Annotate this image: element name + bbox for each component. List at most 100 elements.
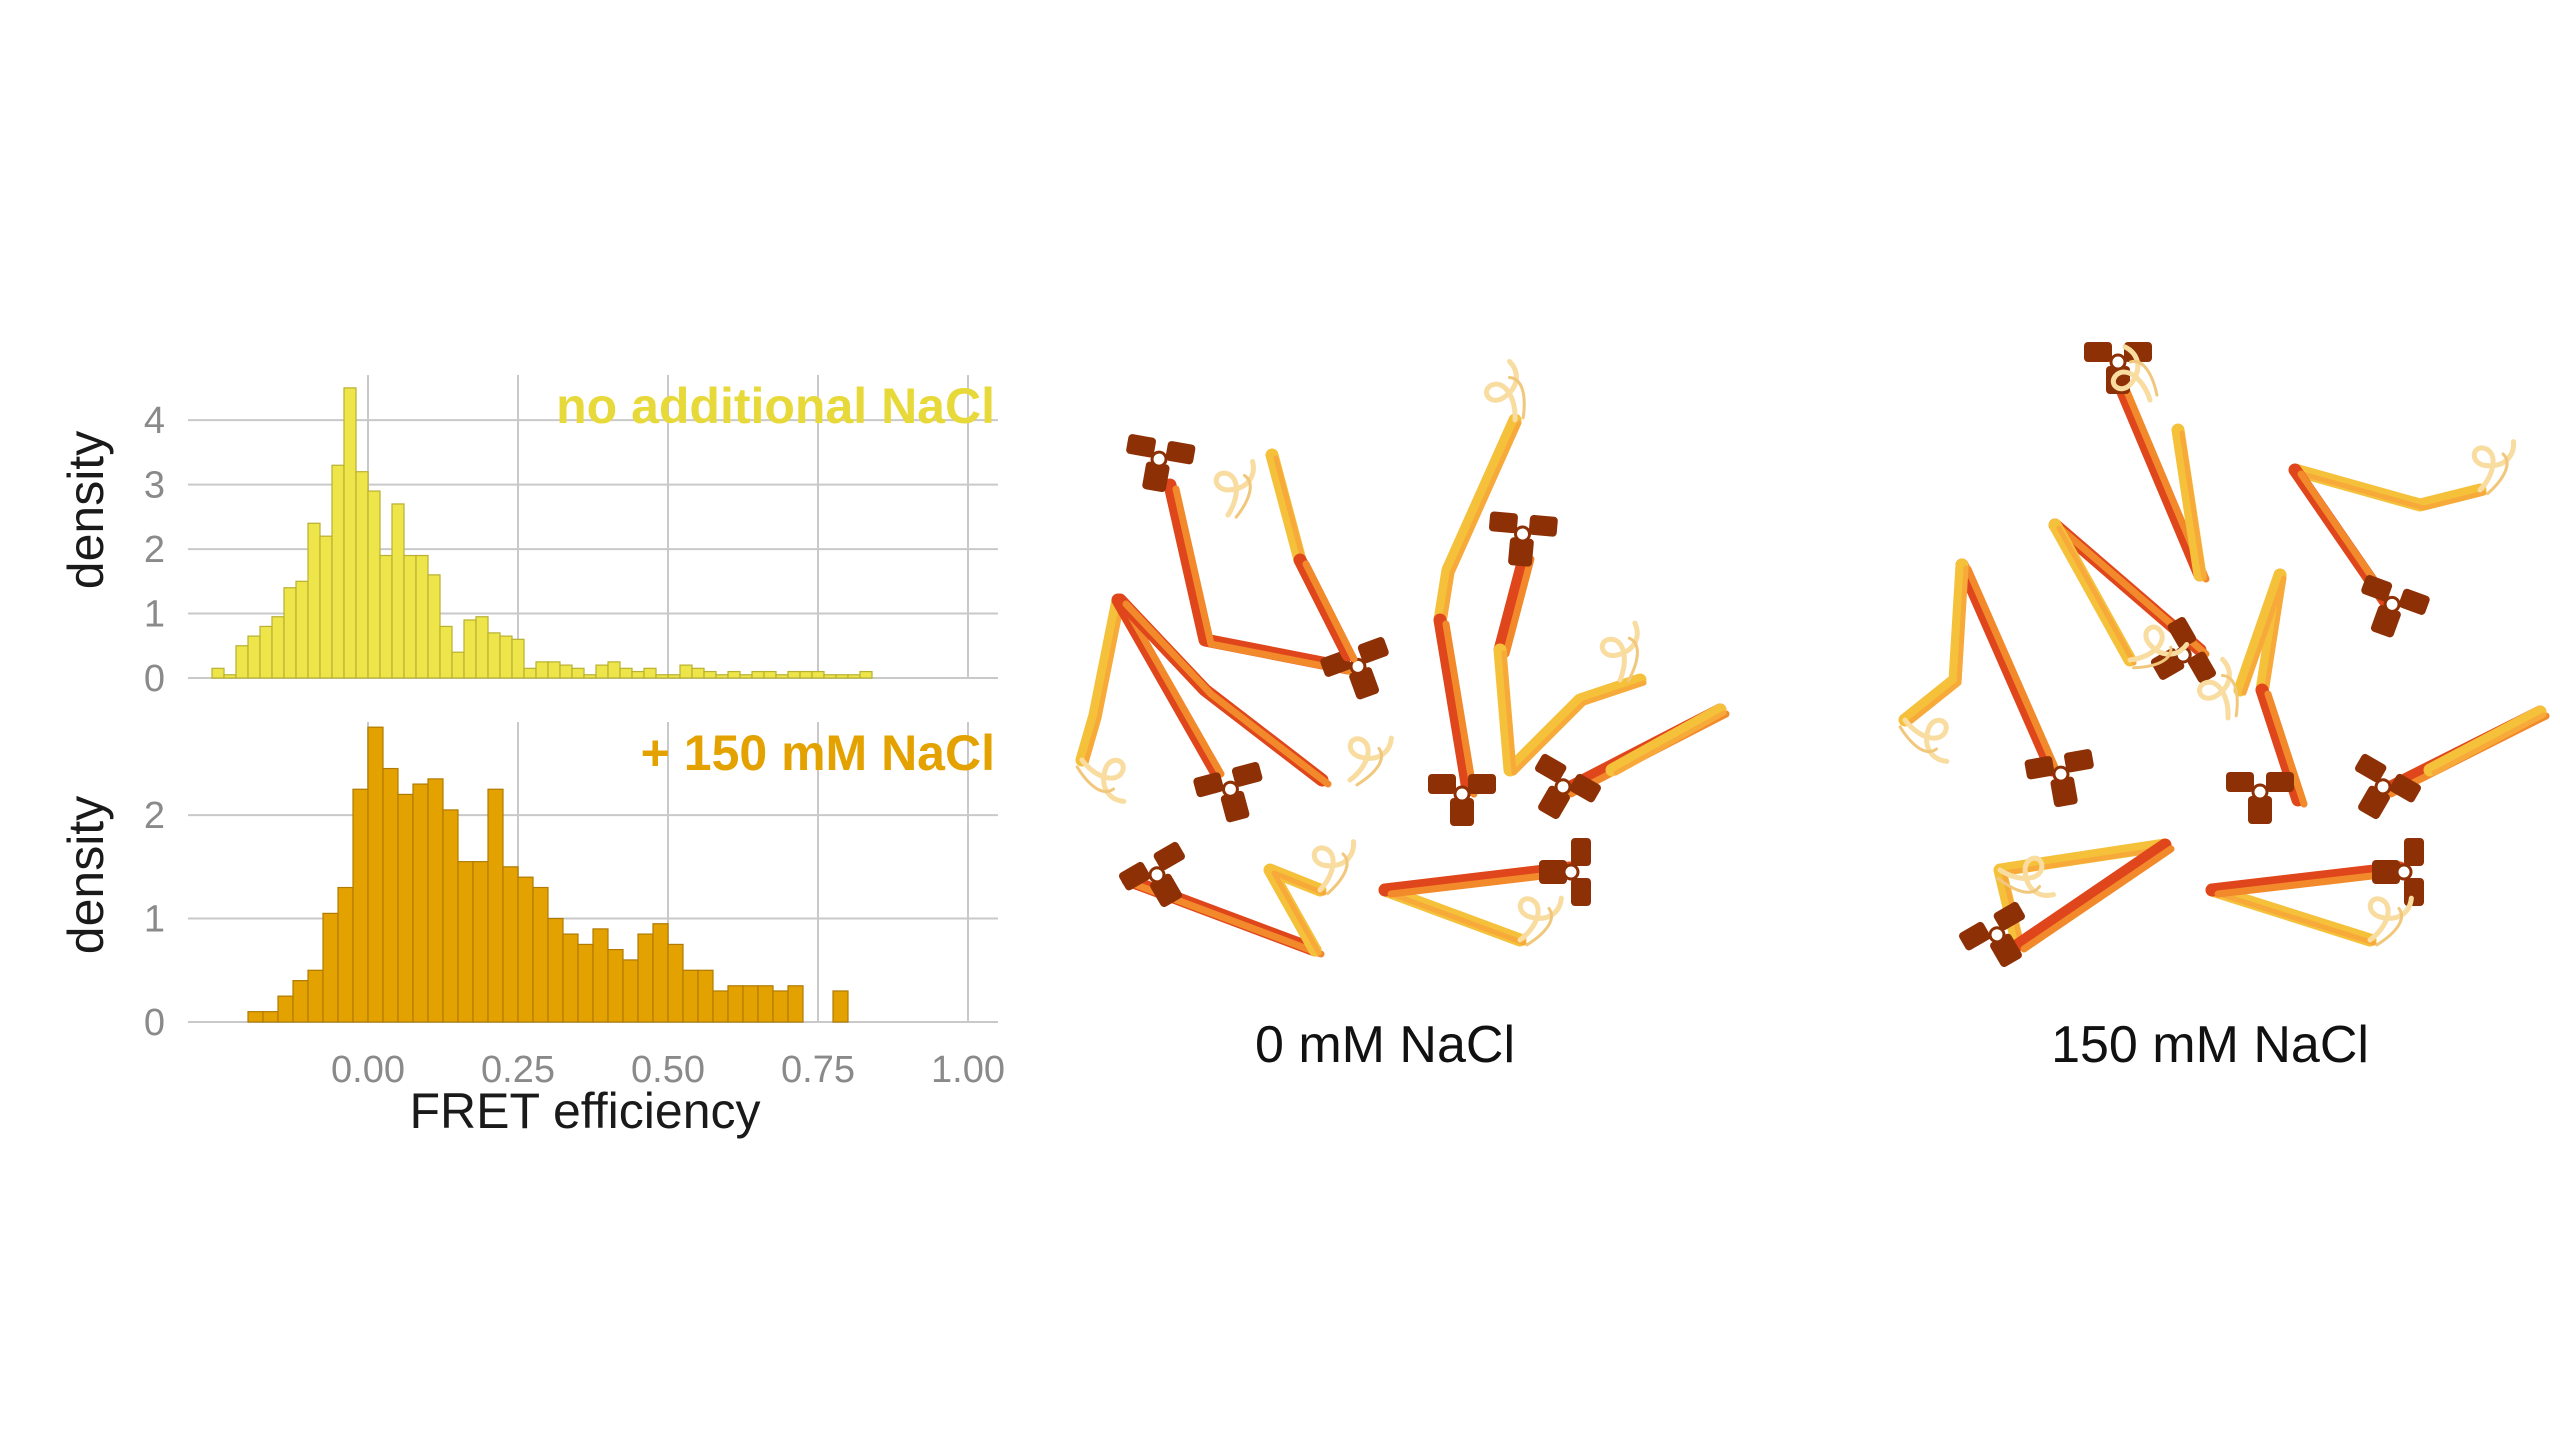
folded-domain-icon <box>2355 753 2421 820</box>
protein-chain <box>1172 485 1358 676</box>
disordered-tail-icon <box>1898 717 1950 764</box>
histogram-bar <box>727 670 741 679</box>
y-tick-label-4: 4 <box>144 400 165 442</box>
protein-chain <box>2431 712 2547 776</box>
histogram-bar <box>283 587 297 679</box>
y-axis-label-top: density <box>58 431 114 589</box>
histogram-bar <box>571 667 585 679</box>
protein-chain <box>1083 600 1125 766</box>
histogram-bar <box>331 464 345 679</box>
protein-chain <box>2011 838 2172 952</box>
protein-chain <box>1955 558 2059 777</box>
histogram-bar <box>667 674 681 679</box>
histogram-bar <box>547 917 564 1023</box>
histogram-bar <box>691 667 705 679</box>
histogram-bar <box>475 616 489 679</box>
folded-domain-icon <box>2150 617 2217 683</box>
folded-domain-icon <box>1320 637 1389 700</box>
x-tick-label-2: 0.50 <box>631 1049 705 1091</box>
disordered-tail-icon <box>1347 735 1394 787</box>
histogram-bar <box>679 664 693 679</box>
protein-chain <box>1898 558 1969 727</box>
protein-chain <box>2263 575 2287 696</box>
histogram-bar <box>622 959 639 1023</box>
histogram-150mm-nacl: 0 1 2 0.00 0.25 0.50 0.75 1.00 + 150 mM NaCl d… <box>58 722 1005 1139</box>
histogram-bars <box>211 387 873 679</box>
protein-chain <box>1273 455 1307 566</box>
disordered-tail-icon <box>1484 358 1526 423</box>
histogram-bar <box>637 933 654 1023</box>
y-tick-label-1: 1 <box>144 899 165 941</box>
protein-chain <box>2233 568 2287 697</box>
histogram-bar <box>391 503 405 679</box>
folded-domain-icon <box>1959 901 2025 968</box>
protein-chain <box>1302 560 1358 663</box>
protein-chain <box>1433 613 1475 797</box>
folded-domain-icon <box>2024 749 2094 808</box>
y-tick-label-0: 0 <box>144 1002 165 1044</box>
x-tick-label-0: 0.00 <box>331 1049 405 1091</box>
histogram-bar <box>457 861 474 1023</box>
histogram-bar <box>859 670 873 679</box>
histogram-bar <box>412 783 429 1023</box>
histogram-bar <box>751 670 765 679</box>
histogram-bar <box>487 632 501 679</box>
protein-chain <box>1386 890 1527 946</box>
folded-domain-icon <box>1428 774 1496 826</box>
histogram-bar <box>427 778 444 1023</box>
y-tick-label-0: 0 <box>144 658 165 700</box>
protein-chain <box>2423 705 2547 777</box>
histogram-bar <box>655 674 669 679</box>
disordered-tail-icon <box>1075 757 1127 804</box>
histogram-bar <box>271 616 285 679</box>
histogram-bar <box>697 969 714 1023</box>
folded-domain-icon <box>1193 761 1263 823</box>
histogram-bar <box>463 619 477 679</box>
histogram-bar <box>247 1011 264 1023</box>
protein-chain <box>1271 870 1327 956</box>
protein-chain <box>2020 845 2175 953</box>
histogram-bar <box>727 985 744 1023</box>
histogram-bar <box>367 726 384 1023</box>
histogram-bar <box>847 674 861 679</box>
histogram-bar <box>403 554 417 679</box>
histogram-bar <box>811 670 825 679</box>
histogram-bar <box>292 980 309 1023</box>
histogram-bar <box>337 886 354 1023</box>
folded-domain-icon <box>1126 434 1196 493</box>
histogram-bar <box>322 912 339 1023</box>
protein-chain <box>1265 448 1307 567</box>
protein-chain <box>2205 861 2407 897</box>
histogram-bar <box>451 651 465 679</box>
histogram-bar <box>367 490 381 679</box>
y-tick-labels: 0 1 2 <box>144 795 165 1044</box>
protein-chain <box>1293 553 1355 662</box>
protein-chain <box>1501 650 1647 776</box>
histogram-bar <box>619 667 633 679</box>
histogram-bar <box>517 876 534 1023</box>
histogram-bar <box>739 674 753 679</box>
histogram-bar <box>223 674 237 679</box>
histogram-bar <box>607 948 624 1023</box>
histogram-bar <box>772 990 789 1023</box>
y-tick-label-2: 2 <box>144 529 165 571</box>
histogram-bar <box>547 661 561 679</box>
folded-domain-icon <box>2361 575 2430 638</box>
histogram-bar <box>583 674 597 679</box>
histogram-bar <box>532 886 549 1023</box>
condition-label-0mm: 0 mM NaCl <box>1255 1016 1515 1074</box>
histogram-bar <box>472 861 489 1023</box>
histogram-bar <box>799 670 813 679</box>
histogram-bar <box>397 793 414 1023</box>
histogram-bar <box>502 866 519 1023</box>
protein-chain <box>2241 575 2287 696</box>
histogram-bar <box>523 667 537 679</box>
histogram-bar <box>247 635 261 679</box>
condition-label-150mm: 150 mM NaCl <box>2051 1016 2369 1074</box>
protein-chain <box>2179 430 2207 581</box>
protein-chain <box>1493 643 1647 777</box>
protein-chain <box>2113 378 2207 582</box>
histogram-bar <box>607 661 621 679</box>
x-tick-label-3: 0.75 <box>781 1049 855 1091</box>
y-tick-label-3: 3 <box>144 465 165 507</box>
